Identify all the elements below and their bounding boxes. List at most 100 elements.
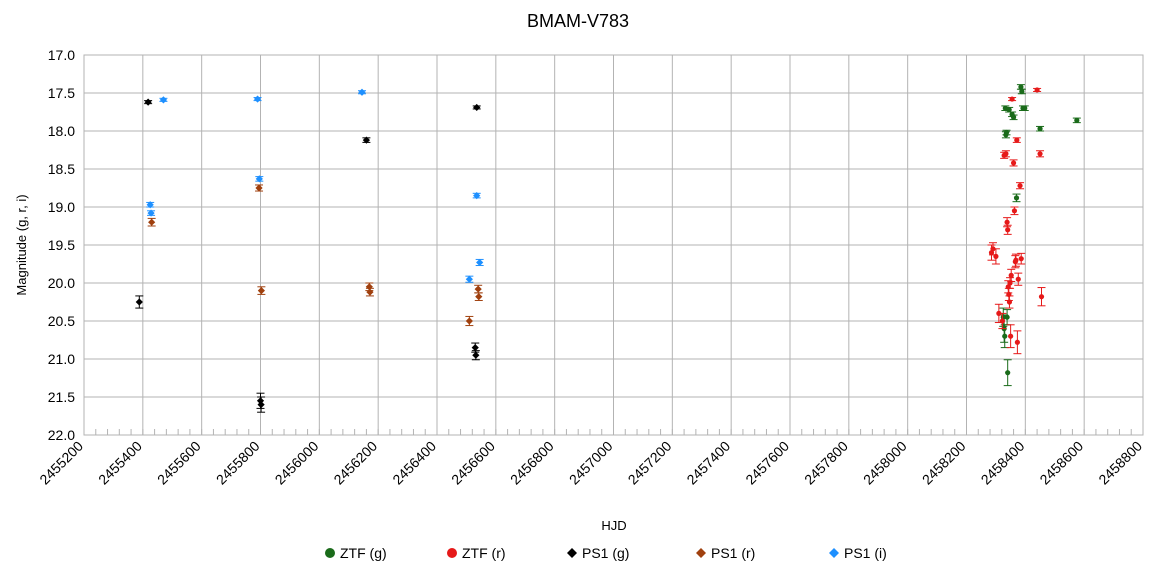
data-point — [1010, 160, 1017, 166]
x-tick-label: 2457600 — [742, 438, 792, 488]
data-point — [255, 175, 263, 183]
data-points — [135, 84, 1081, 413]
data-point — [255, 184, 263, 192]
data-point — [471, 344, 479, 352]
legend-swatch — [696, 548, 706, 558]
data-point — [472, 351, 480, 359]
y-tick-label: 21.5 — [48, 389, 75, 405]
data-point — [1003, 129, 1010, 136]
x-tick-label: 2458800 — [1095, 438, 1145, 488]
data-point — [473, 192, 481, 200]
data-point — [465, 317, 473, 325]
x-tick-label: 2457200 — [625, 438, 675, 488]
data-point — [144, 98, 152, 106]
data-point — [362, 136, 370, 144]
x-tick-label: 2457000 — [566, 438, 616, 488]
legend-label: ZTF (r) — [462, 545, 506, 561]
data-point — [1011, 208, 1018, 214]
data-point — [474, 285, 482, 293]
data-point — [146, 201, 154, 209]
data-point — [1013, 195, 1020, 201]
data-point — [147, 209, 155, 217]
y-tick-label: 19.5 — [48, 237, 75, 253]
data-point — [1008, 272, 1014, 278]
data-point — [1038, 294, 1045, 300]
data-point — [1014, 339, 1020, 345]
data-point — [358, 88, 366, 96]
y-tick-label: 17.0 — [48, 47, 75, 63]
data-point — [257, 401, 265, 409]
data-point — [1002, 333, 1008, 339]
axes: 2455200 2455400 2455600 2455800 2456000 24562… — [36, 47, 1145, 488]
legend-swatch — [447, 548, 457, 558]
x-tick-label: 2455800 — [213, 438, 263, 488]
data-point — [1074, 117, 1080, 123]
data-point — [1005, 370, 1011, 376]
data-point — [366, 288, 374, 296]
data-point — [1004, 314, 1010, 320]
data-point — [159, 96, 168, 104]
x-tick-label: 2457800 — [801, 438, 851, 488]
data-point — [476, 258, 484, 267]
data-point — [1008, 333, 1014, 339]
data-point — [1003, 151, 1009, 157]
data-point — [999, 318, 1005, 324]
data-point — [1037, 126, 1043, 132]
x-tick-label: 2456400 — [389, 438, 439, 488]
data-point — [1004, 219, 1010, 225]
y-tick-label: 17.5 — [48, 85, 75, 101]
data-point — [253, 95, 262, 103]
data-point — [1017, 183, 1023, 189]
data-point — [993, 253, 999, 259]
series-group — [146, 88, 484, 283]
legend-label: PS1 (r) — [711, 545, 755, 561]
x-tick-label: 2456800 — [507, 438, 557, 488]
x-tick-label: 2455200 — [36, 438, 86, 488]
x-tick-label: 2456000 — [272, 438, 322, 488]
data-point — [1018, 256, 1024, 262]
data-point — [1018, 84, 1024, 90]
data-point — [1019, 88, 1025, 95]
data-point — [148, 218, 156, 226]
data-point — [257, 287, 265, 295]
x-tick-label: 2456200 — [330, 438, 380, 488]
y-tick-label: 18.0 — [48, 123, 75, 139]
y-tick-label: 20.5 — [48, 313, 75, 329]
x-tick-label: 2458600 — [1036, 438, 1086, 488]
x-tick-label: 2456600 — [448, 438, 498, 488]
x-tick-label: 2458200 — [919, 438, 969, 488]
x-tick-label: 2457400 — [683, 438, 733, 488]
x-tick-label: 2458000 — [860, 438, 910, 488]
data-point — [1014, 137, 1020, 143]
data-point — [1010, 114, 1017, 120]
y-tick-label: 18.5 — [48, 161, 75, 177]
data-point — [1034, 87, 1040, 93]
chart-title: BMAM-V783 — [527, 11, 629, 31]
data-point — [1006, 299, 1013, 305]
data-point — [1015, 276, 1021, 282]
x-tick-label: 2455600 — [154, 438, 204, 488]
x-axis-title: HJD — [601, 518, 626, 533]
x-tick-label: 2458400 — [978, 438, 1028, 488]
series-group — [147, 184, 483, 327]
legend-swatch — [325, 548, 335, 558]
legend-label: PS1 (i) — [844, 545, 887, 561]
y-tick-label: 19.0 — [48, 199, 75, 215]
data-point — [1013, 257, 1019, 263]
y-axis-title: Magnitude (g, r, i) — [14, 194, 29, 295]
y-tick-label: 22.0 — [48, 427, 75, 443]
legend: ZTF (g) ZTF (r) PS1 (g) PS1 (r) PS1 (i) — [325, 545, 887, 561]
legend-label: ZTF (g) — [340, 545, 387, 561]
data-point — [1006, 107, 1012, 113]
data-point — [475, 293, 483, 301]
legend-swatch — [567, 548, 577, 558]
grid — [83, 54, 1144, 436]
data-point — [135, 298, 143, 306]
legend-label: PS1 (g) — [582, 545, 629, 561]
data-point — [1009, 96, 1015, 102]
y-tick-label: 21.0 — [48, 351, 75, 367]
series-group — [987, 87, 1046, 355]
legend-swatch — [829, 548, 839, 558]
